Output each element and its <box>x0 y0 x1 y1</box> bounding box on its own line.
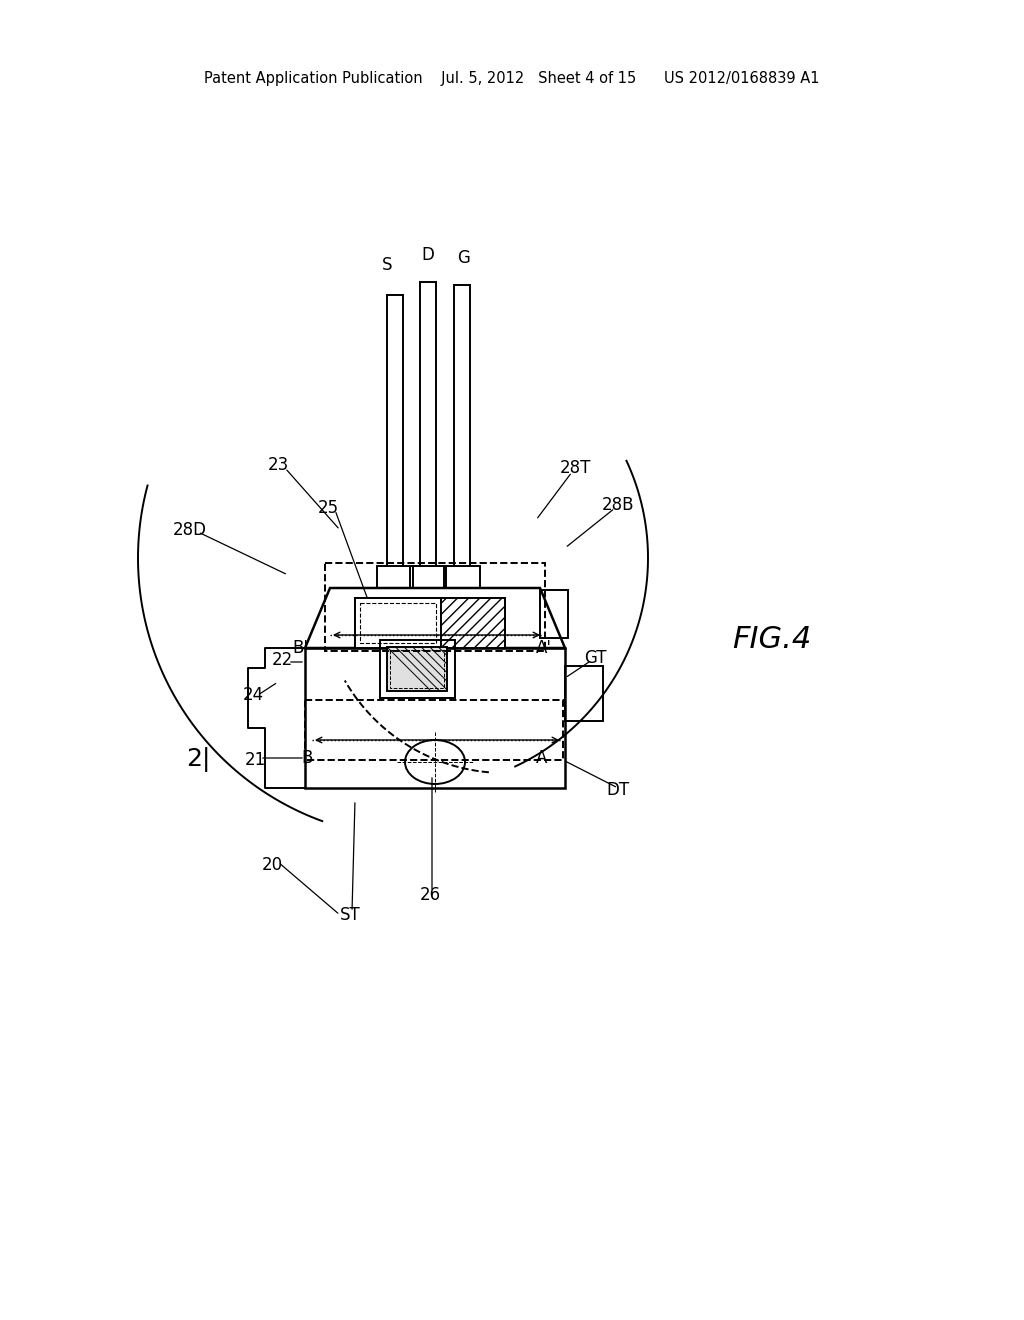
Text: DT: DT <box>606 781 630 799</box>
Text: D: D <box>422 246 434 264</box>
Text: G: G <box>458 249 470 267</box>
Text: 21: 21 <box>245 751 265 770</box>
Bar <box>540 590 568 638</box>
Bar <box>355 598 505 648</box>
Bar <box>305 700 563 760</box>
Text: 28T: 28T <box>559 459 591 477</box>
Text: B': B' <box>292 639 308 657</box>
Bar <box>380 640 455 698</box>
Text: A': A' <box>536 639 552 657</box>
Text: B: B <box>301 748 312 767</box>
Bar <box>377 566 413 587</box>
Text: A: A <box>537 748 548 767</box>
Bar <box>440 598 505 648</box>
Text: 28B: 28B <box>602 496 634 513</box>
Bar <box>387 647 447 690</box>
Text: 2|: 2| <box>185 747 210 772</box>
Bar <box>360 603 435 643</box>
Text: Patent Application Publication    Jul. 5, 2012   Sheet 4 of 15      US 2012/0168: Patent Application Publication Jul. 5, 2… <box>204 70 820 86</box>
Bar <box>305 648 565 788</box>
Text: ST: ST <box>340 906 360 924</box>
Text: 23: 23 <box>267 455 289 474</box>
Text: 22: 22 <box>271 651 293 669</box>
Text: 25: 25 <box>317 499 339 517</box>
Text: GT: GT <box>584 649 606 667</box>
Bar <box>390 649 444 688</box>
Text: FIG.4: FIG.4 <box>732 626 811 655</box>
Text: 26: 26 <box>420 886 440 904</box>
Bar <box>444 566 480 587</box>
Bar <box>325 564 545 651</box>
Text: S: S <box>382 256 392 275</box>
Text: 28D: 28D <box>173 521 207 539</box>
Bar <box>410 566 446 587</box>
Text: 24: 24 <box>243 686 263 704</box>
Text: 20: 20 <box>261 855 283 874</box>
Bar <box>355 598 440 648</box>
Bar <box>565 667 603 721</box>
